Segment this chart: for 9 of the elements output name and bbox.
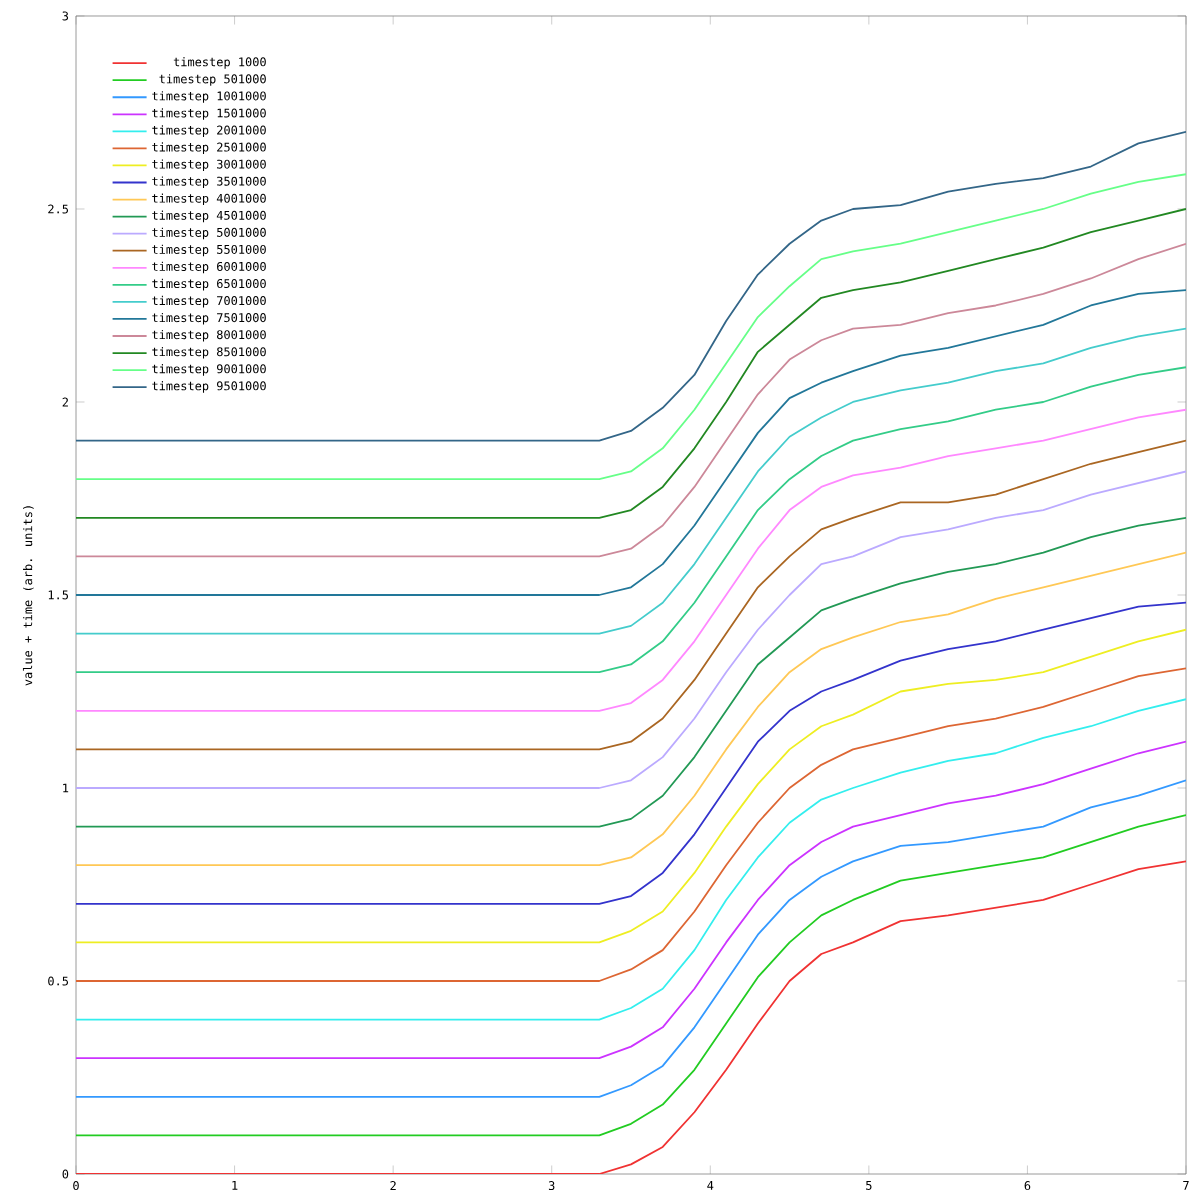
line-series bbox=[76, 667, 1186, 982]
line-series bbox=[76, 173, 1186, 481]
line-series bbox=[76, 698, 1186, 1021]
line-series bbox=[76, 366, 1186, 674]
line-series bbox=[76, 740, 1186, 1060]
line-series bbox=[76, 242, 1186, 558]
line-series bbox=[76, 208, 1186, 519]
line-series bbox=[76, 327, 1186, 635]
line-series bbox=[76, 516, 1186, 828]
